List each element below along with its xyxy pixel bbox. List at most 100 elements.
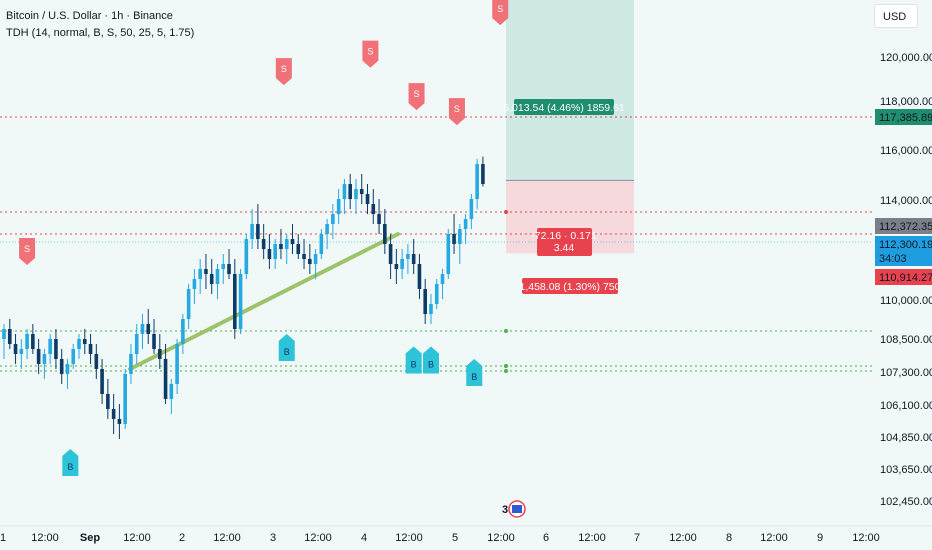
candle <box>238 274 243 329</box>
indicator-legend[interactable]: TDH (14, normal, B, S, 50, 25, 5, 1.75) <box>6 27 195 39</box>
candle <box>186 289 191 319</box>
candle <box>227 264 231 275</box>
candle <box>302 254 306 260</box>
candle <box>365 194 370 205</box>
chart-title: Bitcoin / U.S. Dollar · 1h · Binance <box>6 10 173 22</box>
candle <box>25 333 29 349</box>
price-tick-label: 118,000.00 <box>880 96 932 108</box>
candle <box>42 353 47 364</box>
candle <box>181 318 185 344</box>
time-tick-label: 12:00 <box>578 532 606 544</box>
buy-signal[interactable] <box>405 346 422 374</box>
candle <box>59 358 64 374</box>
candle <box>290 239 295 245</box>
price-badge <box>875 269 932 285</box>
time-tick-label: 12:00 <box>760 532 788 544</box>
candle <box>134 333 139 354</box>
sell-signal-label: S <box>367 47 373 57</box>
buy-signal[interactable] <box>278 333 295 361</box>
candle <box>411 254 416 265</box>
candle <box>331 214 335 225</box>
candle <box>94 353 99 369</box>
candle <box>383 224 387 245</box>
time-tick-label: 12:00 <box>669 532 697 544</box>
candle <box>7 328 12 344</box>
candle <box>475 164 479 200</box>
price-badge-value: 112,372.35 <box>879 221 932 233</box>
sell-signal-label: S <box>497 4 503 14</box>
stop-label-box[interactable] <box>522 278 618 294</box>
candle <box>279 244 283 250</box>
price-tick-label: 120,000.00 <box>880 52 932 64</box>
time-tick-label: 5 <box>452 532 458 544</box>
candle <box>354 189 358 200</box>
candle <box>394 264 399 270</box>
candle <box>65 363 70 374</box>
sell-signal[interactable] <box>362 40 379 68</box>
price-badge <box>875 236 932 266</box>
sell-signal[interactable] <box>492 0 509 26</box>
flag-badge-icon-detail <box>512 505 522 513</box>
candle <box>163 358 168 399</box>
candle <box>233 274 237 329</box>
candle <box>325 224 329 235</box>
level-dot <box>504 329 508 333</box>
buy-signal-label: B <box>428 359 434 369</box>
sell-signal[interactable] <box>275 58 292 86</box>
trendline[interactable] <box>128 232 400 371</box>
price-badge-value: 110,914.27 <box>879 272 932 284</box>
candle <box>440 274 445 285</box>
candle <box>100 368 104 394</box>
price-badge <box>875 218 932 234</box>
buy-signal[interactable] <box>422 346 439 374</box>
profit-zone <box>506 0 634 181</box>
price-tick-label: 110,000.00 <box>880 295 932 307</box>
sell-signal[interactable] <box>19 238 36 266</box>
candle <box>192 279 197 290</box>
time-tick-label: 2 <box>179 532 185 544</box>
sell-signal[interactable] <box>448 98 465 126</box>
candle <box>388 244 393 265</box>
stop-label: 1,458.08 (1.30%) 750 <box>520 281 621 293</box>
sell-signal-label: S <box>414 89 420 99</box>
candle <box>82 338 87 344</box>
buy-signal[interactable] <box>62 448 79 476</box>
time-tick-label: 1 <box>0 532 6 544</box>
price-tick-label: 116,000.00 <box>880 145 932 157</box>
target-label-box[interactable] <box>514 99 614 115</box>
time-tick-label: 12:00 <box>304 532 332 544</box>
level-dot <box>504 210 508 214</box>
level-dot <box>504 364 508 368</box>
candle <box>429 303 433 314</box>
price-tick-label: 104,850.00 <box>880 432 932 444</box>
currency-button[interactable]: USD <box>874 4 918 28</box>
sell-signal[interactable] <box>408 83 425 111</box>
candle <box>261 239 266 250</box>
candle <box>313 254 318 265</box>
candle <box>423 289 428 314</box>
level-dot <box>504 369 508 373</box>
candle <box>209 274 214 285</box>
candle <box>342 184 347 200</box>
buy-signal[interactable] <box>466 358 483 386</box>
candle <box>13 343 18 354</box>
candle <box>157 348 162 359</box>
price-badge-value: 117,385.89 <box>879 112 932 124</box>
time-tick-label: Sep <box>80 532 100 544</box>
candle <box>319 234 324 255</box>
time-tick-label: 12:00 <box>213 532 241 544</box>
position-center-box[interactable] <box>537 228 592 256</box>
candle <box>77 338 81 349</box>
price-tick-label: 106,100.00 <box>880 400 932 412</box>
candle <box>152 333 156 349</box>
candle <box>296 244 301 255</box>
price-tick-label: 114,000.00 <box>880 195 932 207</box>
candle <box>284 239 289 250</box>
time-tick-label: 7 <box>634 532 640 544</box>
candle <box>204 269 208 275</box>
candle <box>348 184 352 200</box>
candle <box>48 338 52 354</box>
time-tick-label: 8 <box>726 532 732 544</box>
candle <box>54 338 58 359</box>
